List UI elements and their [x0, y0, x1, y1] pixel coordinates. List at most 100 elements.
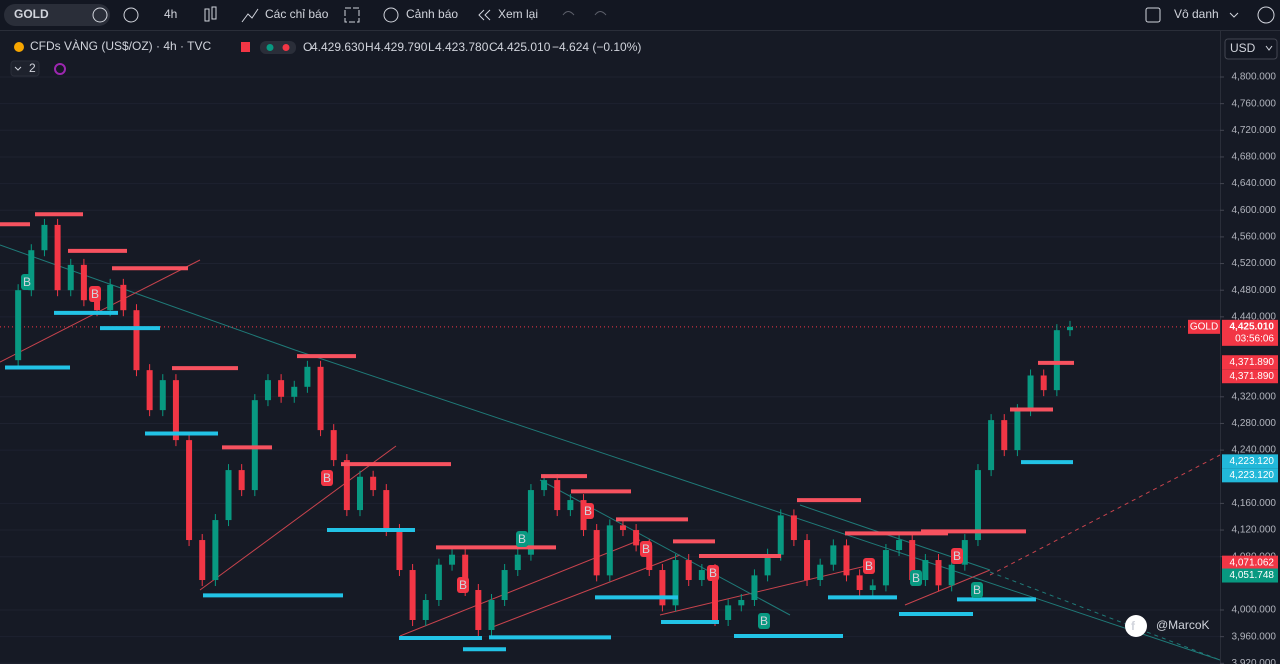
- symbol-tag-label: GOLD: [1190, 321, 1218, 332]
- candle-body: [1053, 330, 1060, 391]
- candle-body: [698, 570, 705, 581]
- candle-body: [909, 540, 916, 581]
- candle-body: [212, 520, 219, 581]
- candle-body: [120, 284, 127, 311]
- trendline-extension: [989, 571, 1221, 661]
- indicators-button[interactable]: Các chỉ báo: [265, 7, 329, 21]
- signal-label: B: [709, 566, 717, 580]
- symbol[interactable]: GOLD: [14, 7, 49, 21]
- price-tag-label: 4,371.890: [1230, 371, 1275, 382]
- trendline: [904, 569, 991, 606]
- candle-body: [567, 500, 574, 511]
- price-tick-label: 3,920.000: [1232, 658, 1277, 664]
- replay-button[interactable]: Xem lại: [498, 7, 538, 21]
- trendline-extension: [989, 454, 1221, 576]
- legend-low-label: L: [428, 40, 435, 54]
- account-name[interactable]: Vô danh: [1174, 7, 1219, 21]
- signal-marker: [640, 541, 652, 557]
- redo[interactable]: [594, 11, 607, 16]
- signal-marker: [758, 613, 770, 629]
- collapse-button[interactable]: [10, 60, 40, 77]
- candle-body: [94, 300, 101, 311]
- layout-checkbox[interactable]: [1145, 7, 1161, 23]
- candle-body: [659, 570, 666, 606]
- price-tick-label: 4,160.000: [1232, 498, 1277, 509]
- candle-body: [790, 515, 797, 541]
- candle-body: [304, 366, 311, 387]
- price-tick-label: 4,800.000: [1232, 72, 1277, 83]
- compare-button[interactable]: [123, 7, 139, 23]
- flag[interactable]: [241, 42, 250, 52]
- candle-body: [514, 554, 521, 571]
- currency-selector[interactable]: [1224, 38, 1278, 60]
- alert-icon[interactable]: [383, 7, 399, 23]
- candle-body: [80, 264, 87, 301]
- candle-body: [186, 440, 193, 541]
- candle-body: [251, 400, 258, 491]
- interval[interactable]: 4h: [164, 7, 177, 21]
- candle-body: [409, 570, 416, 620]
- price-tick-label: 4,720.000: [1232, 125, 1277, 136]
- fullscreen-icon[interactable]: [1257, 6, 1275, 24]
- price-tag-label: 4,223.120: [1230, 470, 1275, 481]
- facebook-icon: [1125, 615, 1147, 637]
- candle-body: [606, 525, 613, 576]
- signal-marker: [516, 531, 528, 547]
- currency[interactable]: USD: [1230, 41, 1256, 55]
- price-tag: [1222, 369, 1278, 384]
- price-tick-label: 4,560.000: [1232, 232, 1277, 243]
- chart-style-icon[interactable]: [211, 6, 217, 20]
- candle-body: [619, 525, 626, 531]
- account-dropdown[interactable]: [1229, 12, 1239, 18]
- collapse-icon[interactable]: [14, 66, 22, 71]
- legend-high-label: H: [365, 40, 374, 54]
- candle-body: [541, 480, 548, 491]
- legend-close: 4.425.010: [497, 40, 551, 54]
- signal-label: B: [518, 532, 526, 546]
- candle-body: [1067, 326, 1073, 331]
- candle-body: [264, 380, 271, 401]
- symbol-icon[interactable]: [92, 7, 108, 23]
- signal-marker: [89, 286, 101, 302]
- candle-body: [777, 515, 784, 555]
- legend-open-label: O: [303, 40, 312, 54]
- undo[interactable]: [562, 11, 575, 16]
- alerts-button[interactable]: Cảnh báo: [406, 7, 458, 21]
- symbol-search[interactable]: [4, 4, 110, 26]
- signal-marker: [21, 274, 33, 290]
- candle-body: [330, 430, 337, 461]
- candle-body: [527, 490, 534, 555]
- candle-body: [1014, 410, 1021, 451]
- candle-body: [646, 545, 653, 571]
- price-tag-label: 4,051.748: [1230, 570, 1275, 581]
- signal-marker: [707, 565, 719, 581]
- candle-body: [593, 530, 600, 576]
- trendline: [399, 539, 641, 637]
- collapse-count[interactable]: 2: [29, 61, 36, 75]
- candle-body: [712, 570, 718, 620]
- trendline: [294, 349, 1221, 661]
- toolbar: [0, 0, 1280, 30]
- watermark: @MarcoK: [1156, 618, 1210, 632]
- candle-body: [935, 560, 942, 586]
- legend-low: 4.423.780: [435, 40, 489, 54]
- layout-icon[interactable]: [344, 7, 360, 23]
- replay-icon[interactable]: [478, 9, 491, 21]
- price-tick-label: 4,320.000: [1232, 391, 1277, 402]
- candle-body: [54, 224, 61, 291]
- indicators-icon[interactable]: [241, 8, 259, 23]
- candle-body: [488, 600, 495, 630]
- legend-change: −4.624 (−0.10%): [552, 40, 641, 54]
- currency-dropdown[interactable]: [1265, 45, 1273, 51]
- candle-body: [738, 600, 745, 606]
- price-tag-label: 4,371.890: [1230, 357, 1275, 368]
- price-tick-label: 4,760.000: [1232, 98, 1277, 109]
- plot-area: B B B B B B B B B B B B B: [0, 76, 1221, 664]
- indicator-icon[interactable]: [54, 63, 66, 75]
- chart-style-icon[interactable]: [204, 8, 210, 22]
- candle-body: [948, 564, 955, 586]
- candle-body: [804, 540, 811, 581]
- price-tag: [1222, 555, 1278, 570]
